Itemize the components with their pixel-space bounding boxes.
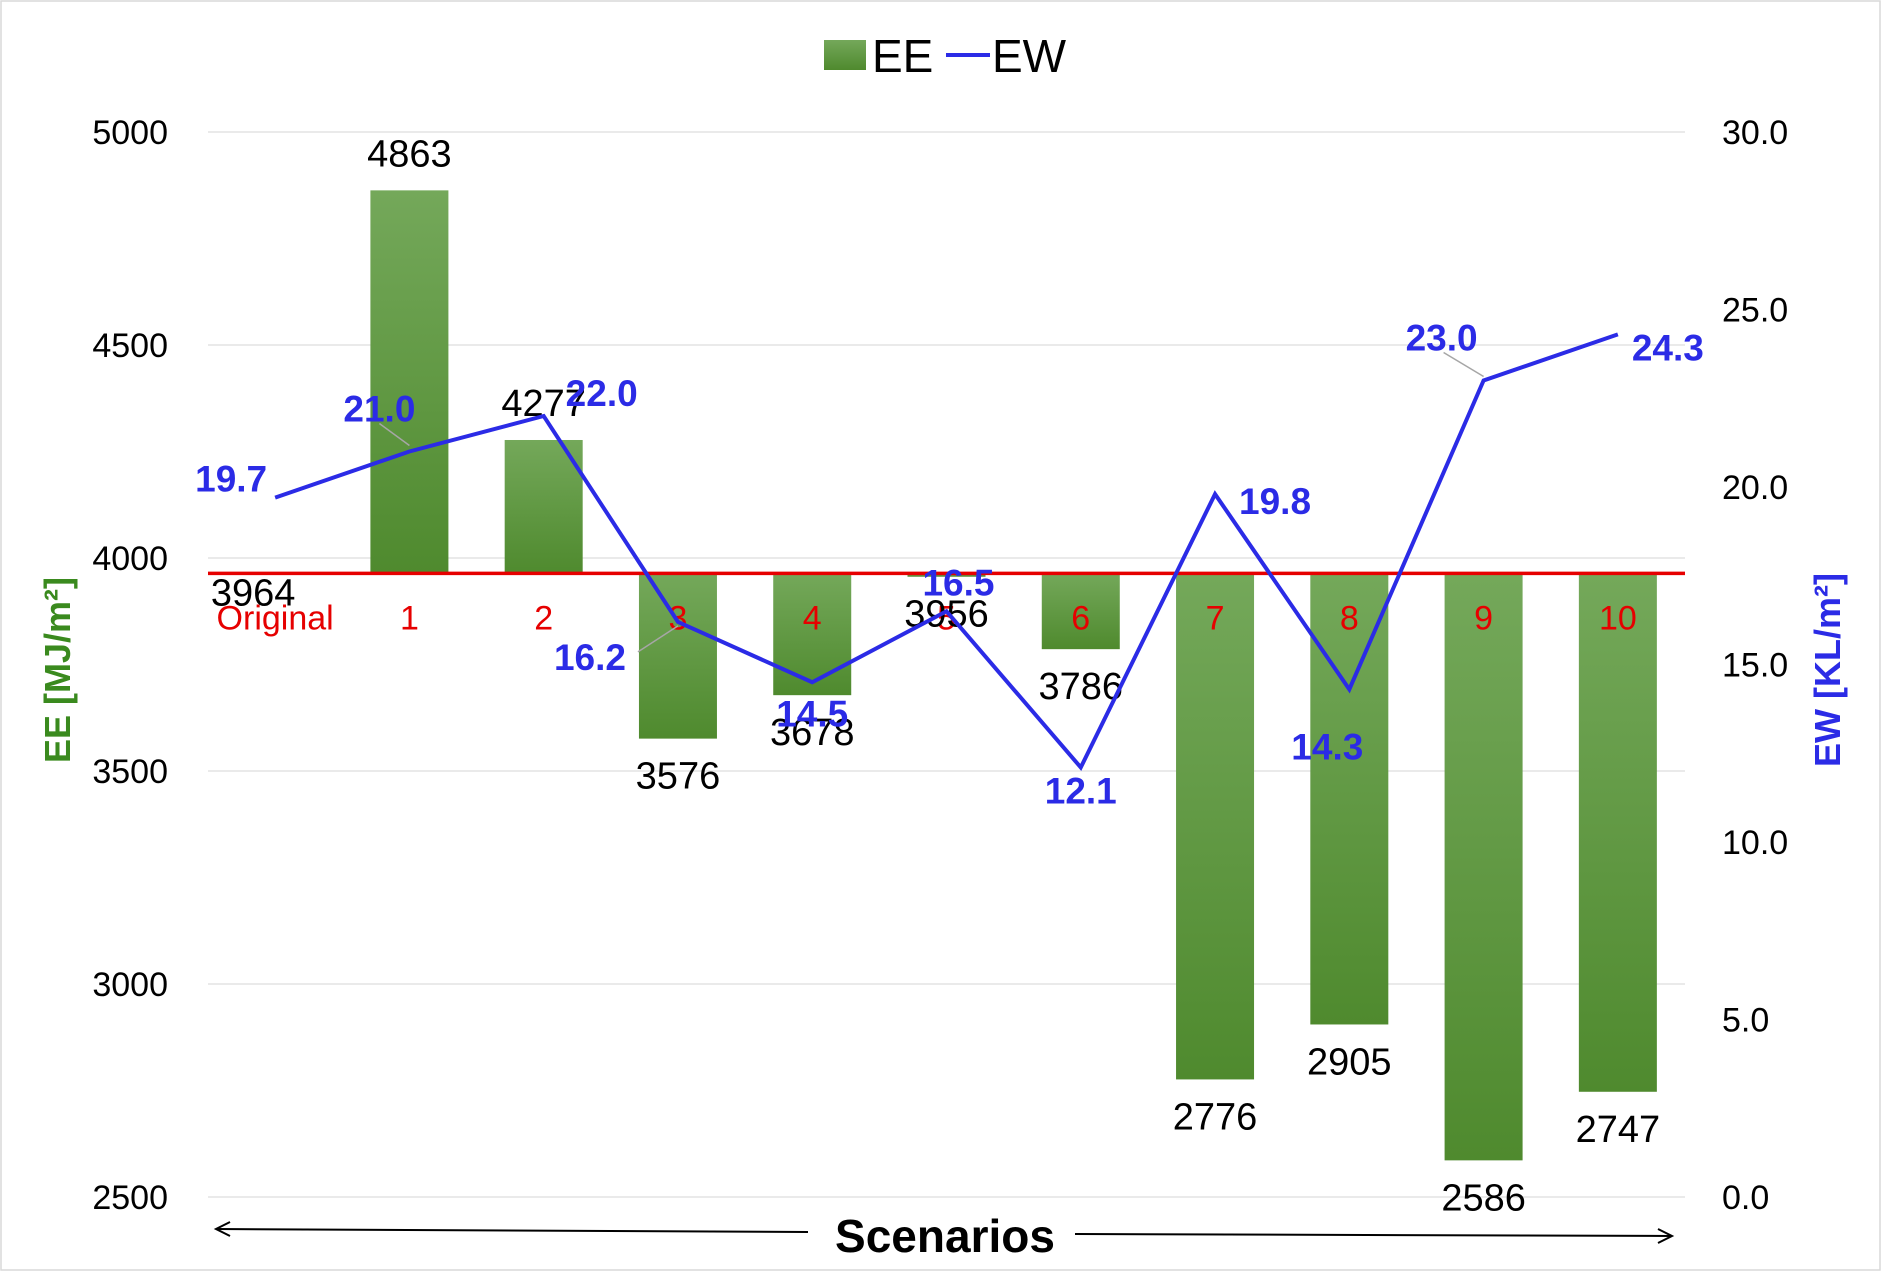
right-tick-label: 0.0 [1722,1179,1769,1217]
category-label: 10 [1599,599,1637,637]
ee-value-label: 3956 [904,594,989,636]
category-label: 2 [534,599,553,637]
ew-line [274,332,1619,772]
ee-value-label: 3576 [636,756,721,798]
leader-line [1443,351,1484,378]
ew-value-label: 14.5 [776,693,848,734]
category-label: 7 [1206,599,1225,637]
ee-bar-4 [773,573,852,696]
ew-value-label: 19.8 [1239,481,1311,522]
legend-ew-label: EW [992,30,1067,82]
x-axis-arrows [213,1221,1675,1244]
category-labels: Original 1 2 3 4 5 6 7 8 9 10 [217,599,1637,637]
leader-line [378,422,410,447]
ee-bar-7 [1176,573,1255,1080]
category-label: 8 [1340,599,1359,637]
label-leader-lines [378,351,1484,653]
ew-value-label: 22.0 [566,373,638,414]
right-tick-label: 30.0 [1722,114,1788,152]
gridlines [208,131,1685,1198]
ee-bar-10 [1578,573,1657,1092]
ee-value-label: 3964 [211,572,296,614]
ew-value-label: 24.3 [1632,327,1704,368]
right-axis-ticks: 30.0 25.0 20.0 15.0 10.0 5.0 0.0 [1722,114,1788,1217]
ee-bar-8 [1310,573,1389,1025]
legend: EE EW [824,30,1067,82]
ee-bar-9 [1444,573,1523,1161]
category-label: 4 [803,599,822,637]
left-tick-label: 2500 [92,1179,168,1217]
ew-value-label: 14.3 [1291,726,1363,767]
ee-bar-2 [504,439,583,574]
legend-ee-label: EE [872,30,933,82]
ee-value-label: 2747 [1576,1109,1661,1151]
right-tick-label: 15.0 [1722,647,1788,685]
ew-value-label: 12.1 [1045,770,1117,811]
left-tick-label: 4500 [92,327,168,365]
x-axis-title: Scenarios [835,1210,1055,1262]
left-tick-label: 3500 [92,753,168,791]
category-label: 1 [400,599,419,637]
right-tick-label: 20.0 [1722,469,1788,507]
ew-value-label: 21.0 [343,389,415,430]
ee-value-label: 2586 [1441,1177,1526,1219]
right-tick-label: 25.0 [1722,292,1788,330]
left-axis-ticks: 5000 4500 4000 3500 3000 2500 [92,114,168,1217]
ee-bar-1 [370,190,449,574]
ee-value-label: 3678 [770,712,855,754]
ee-bar-6 [1041,573,1120,650]
ew-data-labels: 19.7 21.0 22.0 16.2 14.5 16.5 12.1 19.8 14.3 23.0… [195,318,1704,812]
ee-bar-3 [638,573,717,739]
category-label: 6 [1071,599,1090,637]
category-label: 9 [1474,599,1493,637]
right-tick-label: 10.0 [1722,824,1788,862]
legend-ee-swatch [824,40,866,70]
ee-value-label: 3786 [1038,666,1123,708]
category-label: 5 [937,599,956,637]
ew-value-label: 16.2 [554,637,626,678]
ew-value-label: 23.0 [1406,318,1478,359]
ee-data-labels: 3964486342773576367839563786277629052586… [211,133,1660,1219]
left-axis-title: EE [MJ/m²] [37,577,78,763]
category-label: Original [217,599,334,637]
ee-value-label: 2905 [1307,1041,1392,1083]
left-tick-label: 4000 [92,540,168,578]
ee-value-label: 4863 [367,133,452,175]
right-axis-title: EW [KL/m²] [1807,573,1848,767]
ee-bars [370,190,1657,1161]
ew-value-label: 19.7 [195,459,267,500]
leader-line [637,625,679,653]
right-tick-label: 5.0 [1722,1002,1769,1040]
left-tick-label: 5000 [92,114,168,152]
left-tick-label: 3000 [92,966,168,1004]
ew-value-label: 16.5 [922,562,994,603]
ee-value-label: 2776 [1173,1096,1258,1138]
